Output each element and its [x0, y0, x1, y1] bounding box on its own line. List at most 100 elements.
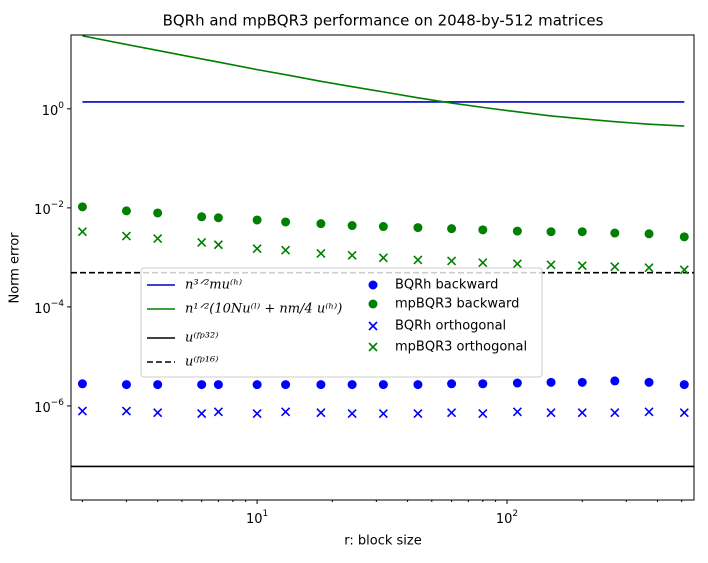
scatter-point	[213, 213, 223, 223]
scatter-cross	[252, 409, 262, 419]
scatter-point	[447, 379, 457, 389]
legend-marker	[368, 321, 378, 331]
scatter-point	[252, 380, 262, 390]
y-tick-label-exponent: 0	[58, 100, 64, 110]
scatter-cross	[77, 406, 88, 416]
scatter-cross	[153, 234, 163, 244]
scatter-point	[77, 379, 87, 389]
scatter-point	[281, 217, 291, 227]
scatter-cross	[197, 409, 207, 419]
x-tick-label: 101	[246, 509, 268, 527]
scatter-cross	[153, 408, 163, 418]
y-tick-label-base: 10	[34, 202, 51, 217]
y-tick-label: 10−6	[34, 397, 64, 415]
scatter-point	[644, 229, 654, 239]
y-tick-label-exponent: −2	[51, 199, 64, 209]
scatter-point	[679, 232, 689, 242]
scatter-cross	[316, 248, 326, 259]
chart-title: BQRh and mpBQR3 performance on 2048-by-5…	[163, 12, 604, 30]
scatter-point	[413, 223, 423, 233]
legend-marker	[368, 342, 378, 352]
legend-label: BQRh orthogonal	[395, 319, 506, 334]
scatter-point	[447, 224, 457, 234]
scatter-point	[316, 219, 326, 229]
scatter-point	[644, 377, 654, 387]
x-tick-label: 102	[496, 509, 518, 527]
legend-label: mpBQR3 backward	[395, 297, 519, 312]
scatter-point	[577, 227, 587, 237]
scatter-point	[378, 222, 388, 232]
scatter-point	[577, 377, 587, 387]
y-tick-label-base: 10	[34, 301, 51, 316]
legend-marker	[368, 299, 378, 309]
legend-marker	[368, 280, 378, 290]
x-axis-label: r: block size	[344, 534, 421, 549]
scatter-point	[347, 380, 357, 390]
scatter-point	[281, 380, 291, 390]
x-tick-label-exponent: 2	[512, 509, 518, 519]
scatter-point	[213, 380, 223, 390]
scatter-cross	[213, 240, 223, 250]
scatter-cross	[413, 409, 423, 419]
scatter-point	[610, 228, 620, 238]
scatter-cross	[252, 244, 262, 254]
y-tick-label-exponent: −4	[51, 298, 65, 308]
scatter-cross	[577, 408, 587, 418]
y-tick-label: 10−2	[34, 199, 64, 217]
legend-label: u⁽ᶠᵖ¹⁶⁾	[185, 355, 218, 370]
scatter-point	[153, 380, 163, 390]
legend-label: n¹ᐟ²(10Nu⁽ˡ⁾ + nm/4 u⁽ʰ⁾)	[185, 302, 342, 317]
x-tick-label-base: 10	[496, 512, 513, 527]
y-tick-label: 100	[42, 100, 65, 118]
legend-label: u⁽ᶠᵖ³²⁾	[185, 331, 218, 346]
scatter-point	[316, 380, 326, 390]
scatter-cross	[121, 231, 132, 241]
scatter-point	[478, 379, 488, 389]
scatter-point	[512, 226, 522, 236]
scatter-point	[610, 376, 620, 386]
y-tick-label: 10−4	[34, 298, 64, 316]
scatter-cross	[644, 263, 654, 273]
scatter-point	[77, 202, 87, 212]
scatter-point	[197, 380, 207, 390]
scatter-point	[546, 377, 556, 387]
scatter-point	[121, 206, 131, 216]
scatter-point	[478, 225, 488, 235]
scatter-cross	[316, 408, 326, 418]
legend-box	[140, 267, 543, 378]
scatter-cross	[347, 409, 357, 419]
scatter-cross	[577, 261, 587, 271]
scatter-cross	[213, 407, 223, 417]
axes-frame	[70, 34, 695, 501]
scatter-point	[512, 378, 522, 388]
scatter-cross	[610, 408, 620, 418]
scatter-cross	[546, 260, 556, 270]
scatter-cross	[644, 407, 654, 417]
scatter-cross	[447, 408, 457, 418]
scatter-cross	[77, 227, 88, 237]
legend-label: n³ᐟ²mu⁽ʰ⁾	[185, 278, 242, 293]
scatter-point	[252, 215, 262, 225]
scatter-cross	[347, 250, 357, 260]
y-axis-label: Norm error	[8, 232, 23, 304]
scatter-cross	[413, 255, 423, 265]
scatter-cross	[121, 406, 132, 416]
scatter-cross	[197, 237, 207, 248]
scatter-point	[153, 208, 163, 218]
scatter-cross	[478, 409, 488, 419]
x-tick-label-exponent: 1	[263, 509, 269, 519]
scatter-point	[378, 380, 388, 390]
scatter-point	[679, 380, 689, 390]
legend-label: BQRh backward	[395, 278, 498, 293]
scatter-cross	[679, 408, 689, 418]
scatter-cross	[512, 259, 522, 269]
scatter-cross	[478, 258, 488, 268]
scatter-point	[347, 221, 357, 231]
y-tick-label-base: 10	[34, 400, 51, 415]
scatter-point	[197, 212, 207, 222]
scatter-cross	[378, 253, 388, 263]
line	[82, 35, 685, 127]
scatter-cross	[546, 408, 556, 418]
scatter-point	[121, 380, 131, 390]
